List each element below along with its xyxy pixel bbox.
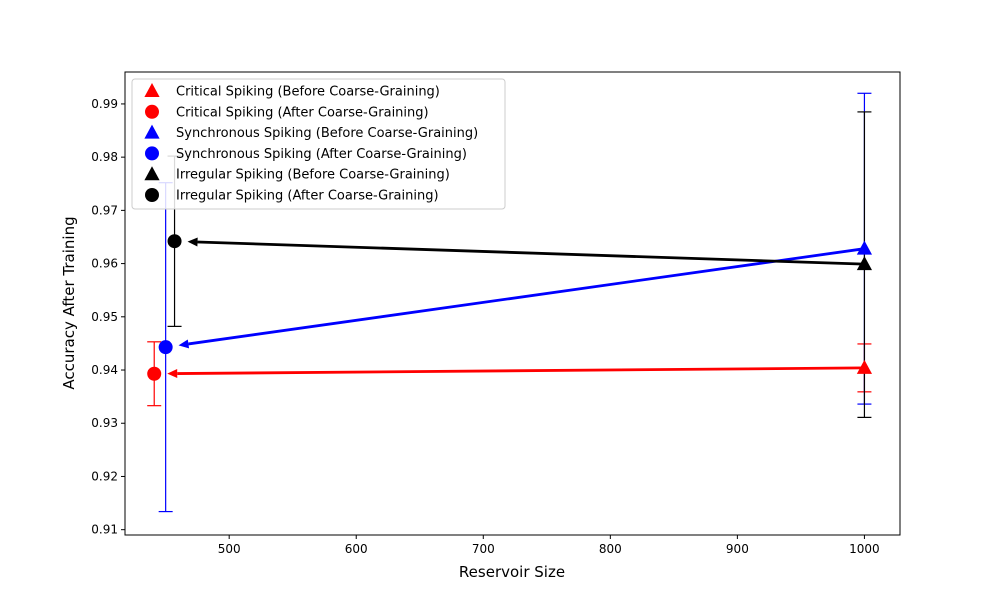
data-point-triangle: [856, 359, 873, 374]
arrow-line: [177, 366, 865, 375]
y-axis: 0.91 0.92 0.93 0.94 0.95 0.96 0.97 0.98 0.99: [91, 97, 125, 537]
plot-area: [147, 92, 873, 513]
data-point-circle: [158, 340, 173, 355]
y-tick-label: 0.94: [91, 363, 118, 377]
legend-marker-triangle: [144, 83, 160, 97]
x-axis-label: Reservoir Size: [459, 563, 565, 581]
y-tick-label: 0.91: [91, 523, 118, 537]
legend-label: Irregular Spiking (After Coarse-Graining…: [176, 189, 439, 204]
arrow-line: [197, 240, 865, 266]
arrow-line: [188, 247, 865, 346]
legend-label: Critical Spiking (Before Coarse-Graining…: [176, 85, 440, 100]
data-point-circle: [167, 234, 182, 249]
x-tick-label: 700: [472, 542, 495, 556]
data-point-triangle: [856, 240, 873, 255]
y-axis-label: Accuracy After Training: [60, 216, 78, 389]
data-point-circle: [147, 366, 162, 381]
plot-frame: [124, 71, 901, 536]
x-tick-label: 500: [218, 542, 241, 556]
y-tick-label: 0.92: [91, 469, 118, 483]
x-tick-label: 800: [599, 542, 622, 556]
legend-label: Irregular Spiking (Before Coarse-Grainin…: [176, 168, 450, 183]
legend-label: Critical Spiking (After Coarse-Graining): [176, 105, 429, 120]
y-tick-label: 0.99: [91, 97, 118, 111]
arrow-head: [187, 237, 198, 247]
legend-marker-circle: [145, 188, 159, 202]
legend-marker-circle: [145, 104, 159, 119]
legend-marker-triangle: [144, 124, 160, 139]
arrow-head: [178, 339, 190, 349]
legend-box: [131, 78, 506, 210]
legend: Critical Spiking (Before Coarse-Graining…: [131, 78, 506, 210]
arrow-head: [167, 369, 178, 379]
y-tick-label: 0.95: [91, 310, 118, 324]
legend-label: Synchronous Spiking (Before Coarse-Grain…: [176, 126, 478, 141]
x-tick-label: 600: [345, 542, 368, 556]
x-tick-label: 900: [726, 542, 749, 556]
x-tick-label: 1000: [849, 542, 880, 556]
legend-label: Synchronous Spiking (After Coarse-Graini…: [176, 147, 467, 162]
y-tick-label: 0.93: [91, 416, 118, 430]
y-tick-label: 0.98: [91, 150, 118, 164]
legend-marker-circle: [145, 146, 159, 161]
y-tick-label: 0.97: [91, 203, 118, 217]
data-point-triangle: [856, 256, 873, 271]
x-axis: 500 600 700 800 900 1000: [218, 535, 880, 556]
legend-marker-triangle: [144, 166, 160, 181]
y-tick-label: 0.96: [91, 257, 118, 271]
